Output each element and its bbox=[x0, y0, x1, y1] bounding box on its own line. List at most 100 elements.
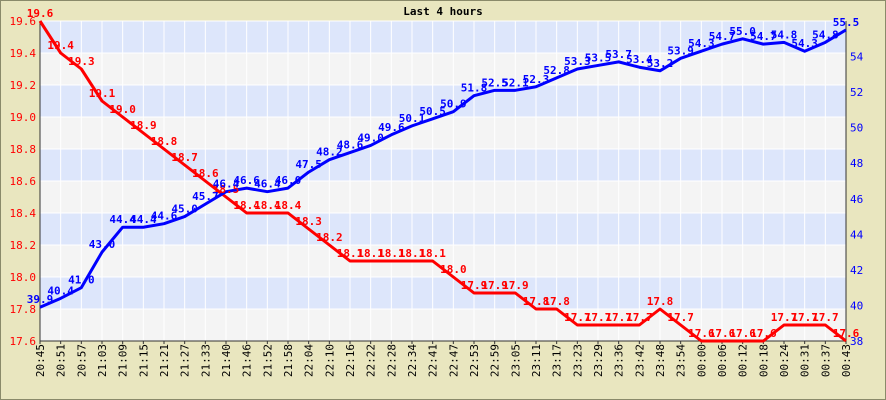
left-data-label: 19.0 bbox=[109, 103, 136, 116]
left-data-label: 17.9 bbox=[461, 279, 488, 292]
x-tick-label: 23:17 bbox=[551, 344, 564, 377]
right-data-label: 54.7 bbox=[750, 30, 777, 43]
left-data-label: 17.7 bbox=[626, 311, 653, 324]
x-tick-label: 22:59 bbox=[489, 344, 502, 377]
left-data-label: 19.1 bbox=[89, 87, 116, 100]
left-data-label: 18.4 bbox=[233, 199, 260, 212]
left-data-label: 17.6 bbox=[750, 327, 777, 340]
right-data-label: 54.3 bbox=[688, 37, 715, 50]
left-y-tick-label: 18.8 bbox=[10, 143, 37, 156]
x-tick-label: 21:03 bbox=[96, 344, 109, 377]
right-data-label: 44.4 bbox=[109, 213, 136, 226]
right-y-tick-label: 52 bbox=[850, 86, 863, 99]
x-tick-label: 21:15 bbox=[137, 344, 150, 377]
right-data-label: 53.3 bbox=[564, 55, 591, 68]
left-data-label: 17.7 bbox=[585, 311, 612, 324]
left-y-tick-label: 19.4 bbox=[10, 47, 37, 60]
left-y-tick-label: 17.6 bbox=[10, 335, 37, 348]
x-tick-label: 00:06 bbox=[716, 344, 729, 377]
x-tick-label: 21:33 bbox=[199, 344, 212, 377]
left-data-label: 18.3 bbox=[295, 215, 322, 228]
right-y-tick-labels: 38 40 42 44 46 48 50 52 54 bbox=[850, 51, 864, 348]
left-data-label: 18.0 bbox=[440, 263, 467, 276]
left-data-label: 18.7 bbox=[171, 151, 198, 164]
right-data-label: 44.4 bbox=[130, 213, 157, 226]
x-tick-label: 22:34 bbox=[406, 344, 419, 377]
right-data-label: 51.8 bbox=[461, 82, 488, 95]
x-tick-label: 00:00 bbox=[695, 344, 708, 377]
plot-band bbox=[40, 277, 846, 309]
x-tick-label: 22:41 bbox=[427, 344, 440, 377]
x-tick-label: 22:10 bbox=[323, 344, 336, 377]
right-data-label: 49.6 bbox=[378, 121, 405, 134]
right-data-label: 50.9 bbox=[440, 98, 467, 111]
right-data-label: 40.4 bbox=[47, 284, 74, 297]
plot-band bbox=[40, 213, 846, 245]
plot-band bbox=[40, 149, 846, 181]
right-y-tick-label: 48 bbox=[850, 157, 863, 170]
left-data-label: 17.6 bbox=[709, 327, 736, 340]
series-lines bbox=[38, 20, 847, 343]
right-y-tick-label: 38 bbox=[850, 335, 863, 348]
right-data-label: 41.0 bbox=[68, 274, 95, 287]
x-tick-label: 22:16 bbox=[344, 344, 357, 377]
right-data-label: 52.3 bbox=[523, 73, 550, 86]
right-data-label: 46.0 bbox=[275, 174, 302, 187]
x-tick-label: 00:24 bbox=[778, 344, 791, 377]
left-data-label: 17.6 bbox=[729, 327, 756, 340]
x-tick-label: 21:40 bbox=[220, 344, 233, 377]
left-data-label: 17.8 bbox=[647, 295, 674, 308]
right-y-tick-label: 44 bbox=[850, 228, 864, 241]
right-data-label: 53.7 bbox=[605, 48, 632, 61]
left-y-tick-label: 18.2 bbox=[10, 239, 37, 252]
left-data-label: 17.9 bbox=[481, 279, 508, 292]
left-y-tick-label: 19.2 bbox=[10, 79, 37, 92]
right-data-label: 46.6 bbox=[233, 174, 260, 187]
right-data-label: 44.6 bbox=[151, 210, 178, 223]
left-y-tick-labels: 17.6 17.8 18.0 18.2 18.4 18.6 18.8 19.0 19.2 19.4… bbox=[10, 15, 37, 348]
x-tick-label: 23:23 bbox=[571, 344, 584, 377]
x-tick-label: 23:29 bbox=[592, 344, 605, 377]
right-data-label: 53.9 bbox=[667, 44, 694, 57]
x-tick-label: 23:54 bbox=[675, 344, 688, 377]
plot-band bbox=[40, 85, 846, 117]
left-data-label: 18.9 bbox=[130, 119, 157, 132]
right-series-line bbox=[39, 28, 847, 309]
x-tick-label: 23:05 bbox=[509, 344, 522, 377]
plot-band bbox=[40, 245, 846, 277]
right-data-label: 52.5 bbox=[481, 76, 508, 89]
plot-bands bbox=[40, 21, 846, 341]
right-data-label: 54.3 bbox=[791, 37, 818, 50]
left-y-tick-label: 18.6 bbox=[10, 175, 37, 188]
right-y-tick-label: 50 bbox=[850, 122, 863, 135]
left-y-tick-label: 18.0 bbox=[10, 271, 37, 284]
left-data-label: 18.1 bbox=[337, 247, 364, 260]
left-data-label: 18.8 bbox=[151, 135, 178, 148]
data-labels: 19.6 19.4 19.3 19.1 19.0 18.9 18.8 18.7 18.6 18.5… bbox=[27, 7, 860, 340]
left-y-tick-label: 17.8 bbox=[10, 303, 37, 316]
plot-band bbox=[40, 181, 846, 213]
right-y-tick-label: 40 bbox=[850, 299, 863, 312]
x-tick-label: 21:52 bbox=[261, 344, 274, 377]
right-data-label: 45.0 bbox=[171, 203, 198, 216]
x-tick-label: 22:47 bbox=[447, 344, 460, 377]
left-data-label: 18.4 bbox=[254, 199, 281, 212]
right-y-tick-label: 54 bbox=[850, 51, 864, 64]
right-data-label: 43.0 bbox=[89, 238, 116, 251]
right-data-label: 53.5 bbox=[585, 51, 612, 64]
left-data-label: 17.7 bbox=[771, 311, 798, 324]
x-tick-label: 00:18 bbox=[757, 344, 770, 377]
x-tick-label: 22:53 bbox=[468, 344, 481, 377]
right-data-label: 46.4 bbox=[254, 178, 281, 191]
left-data-label: 19.4 bbox=[47, 39, 74, 52]
x-tick-label: 20:45 bbox=[34, 344, 47, 377]
x-tick-label: 00:37 bbox=[819, 344, 832, 377]
left-data-label: 18.5 bbox=[213, 183, 240, 196]
right-data-label: 45.7 bbox=[192, 190, 219, 203]
left-data-label: 18.1 bbox=[357, 247, 384, 260]
right-data-label: 54.8 bbox=[771, 28, 798, 41]
x-tick-label: 23:36 bbox=[613, 344, 626, 377]
x-tick-label: 21:27 bbox=[179, 344, 192, 377]
x-tick-label: 21:46 bbox=[241, 344, 254, 377]
